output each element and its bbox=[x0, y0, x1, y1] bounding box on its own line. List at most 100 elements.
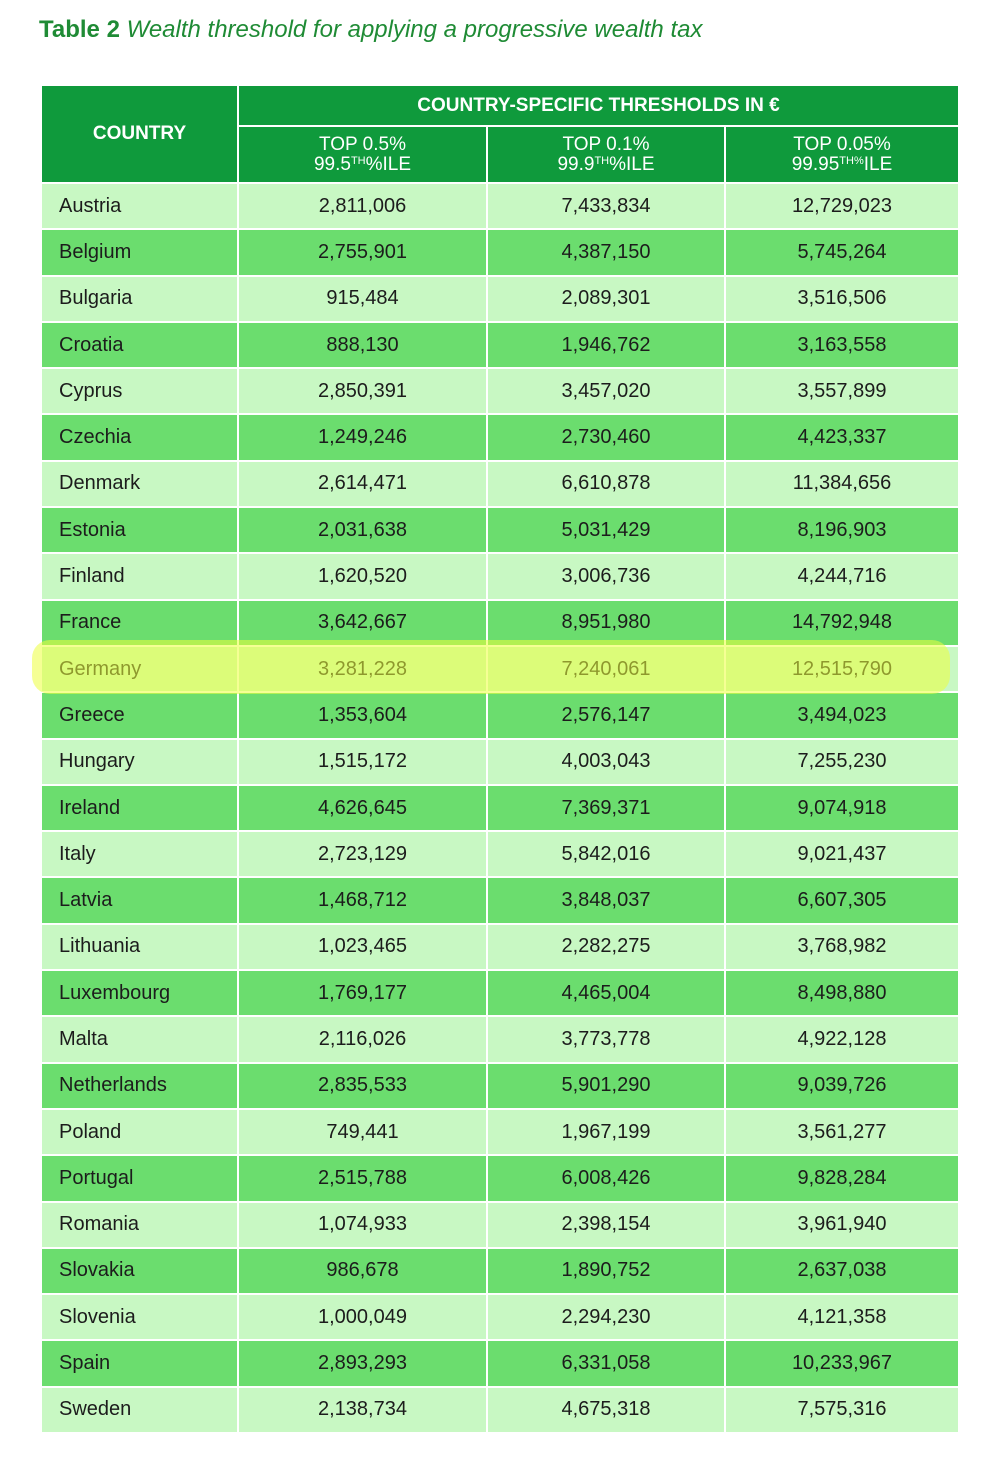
threshold-value: 749,441 bbox=[237, 1107, 488, 1157]
threshold-value: 915,484 bbox=[237, 274, 488, 323]
threshold-value: 2,089,301 bbox=[486, 274, 726, 323]
table-row: Cyprus 2,850,391 3,457,020 3,557,899 bbox=[40, 367, 960, 416]
table-row: Finland 1,620,520 3,006,736 4,244,716 bbox=[40, 552, 960, 601]
column-top: TOP 0.05% bbox=[793, 133, 891, 155]
country-name: Hungary bbox=[40, 737, 239, 786]
table-row: Croatia 888,130 1,946,762 3,163,558 bbox=[40, 320, 960, 370]
threshold-value: 1,515,172 bbox=[237, 737, 488, 786]
threshold-value: 7,369,371 bbox=[486, 783, 726, 833]
threshold-value: 6,331,058 bbox=[486, 1339, 726, 1388]
column-superscript: TH% bbox=[839, 154, 864, 167]
group-header: COUNTRY-SPECIFIC THRESHOLDS IN € bbox=[237, 84, 960, 127]
threshold-value: 1,249,246 bbox=[237, 413, 488, 462]
table-row: Malta 2,116,026 3,773,778 4,922,128 bbox=[40, 1015, 960, 1064]
threshold-value: 2,576,147 bbox=[486, 691, 726, 740]
threshold-value: 1,023,465 bbox=[237, 922, 488, 972]
threshold-value: 7,255,230 bbox=[724, 737, 960, 786]
threshold-value: 11,384,656 bbox=[724, 459, 960, 509]
threshold-value: 1,946,762 bbox=[486, 320, 726, 370]
country-name: Bulgaria bbox=[40, 274, 239, 323]
table-row: Slovakia 986,678 1,890,752 2,637,038 bbox=[40, 1246, 960, 1296]
header-row: COUNTRY COUNTRY-SPECIFIC THRESHOLDS IN € bbox=[40, 84, 960, 184]
threshold-value: 8,498,880 bbox=[724, 969, 960, 1018]
title: Table 2 Wealth threshold for applying a … bbox=[39, 16, 702, 44]
threshold-value: 4,423,337 bbox=[724, 413, 960, 462]
country-name: Lithuania bbox=[40, 922, 239, 972]
country-name: Portugal bbox=[40, 1154, 239, 1203]
threshold-value: 7,575,316 bbox=[724, 1385, 960, 1435]
country-name: Netherlands bbox=[40, 1061, 239, 1110]
threshold-value: 1,074,933 bbox=[237, 1200, 488, 1249]
threshold-value: 3,961,940 bbox=[724, 1200, 960, 1249]
country-header: COUNTRY bbox=[40, 84, 239, 184]
column-header: TOP 0.1% 99.9TH%ILE bbox=[486, 125, 726, 184]
threshold-value: 986,678 bbox=[237, 1246, 488, 1296]
column-header: TOP 0.5% 99.5TH%ILE bbox=[237, 125, 488, 184]
threshold-value: 1,769,177 bbox=[237, 969, 488, 1018]
country-name: Greece bbox=[40, 691, 239, 740]
threshold-value: 3,768,982 bbox=[724, 922, 960, 972]
threshold-value: 3,457,020 bbox=[486, 367, 726, 416]
threshold-value: 3,006,736 bbox=[486, 552, 726, 601]
column-percentile: 99.5 bbox=[313, 153, 351, 175]
threshold-value: 1,000,049 bbox=[237, 1293, 488, 1342]
threshold-value: 2,282,275 bbox=[486, 922, 726, 972]
table-row: Greece 1,353,604 2,576,147 3,494,023 bbox=[40, 691, 960, 740]
table-row: Spain 2,893,293 6,331,058 10,233,967 bbox=[40, 1339, 960, 1388]
column-percentile: 99.95 bbox=[791, 153, 840, 175]
column-suffix: ILE bbox=[863, 153, 893, 175]
threshold-value: 3,561,277 bbox=[724, 1107, 960, 1157]
column-top: TOP 0.1% bbox=[562, 133, 650, 155]
threshold-value: 8,951,980 bbox=[486, 598, 726, 647]
threshold-value: 2,755,901 bbox=[237, 228, 488, 277]
threshold-value: 2,515,788 bbox=[237, 1154, 488, 1203]
table-row: Czechia 1,249,246 2,730,460 4,423,337 bbox=[40, 413, 960, 462]
threshold-value: 8,196,903 bbox=[724, 506, 960, 555]
threshold-value: 2,398,154 bbox=[486, 1200, 726, 1249]
threshold-value: 9,039,726 bbox=[724, 1061, 960, 1110]
threshold-value: 4,244,716 bbox=[724, 552, 960, 601]
threshold-value: 2,893,293 bbox=[237, 1339, 488, 1388]
threshold-value: 2,723,129 bbox=[237, 830, 488, 879]
table-row: Slovenia 1,000,049 2,294,230 4,121,358 bbox=[40, 1293, 960, 1342]
threshold-value: 888,130 bbox=[237, 320, 488, 370]
column-top: TOP 0.5% bbox=[319, 133, 406, 155]
country-name: Croatia bbox=[40, 320, 239, 370]
threshold-value: 5,031,429 bbox=[486, 506, 726, 555]
threshold-value: 3,773,778 bbox=[486, 1015, 726, 1064]
threshold-value: 10,233,967 bbox=[724, 1339, 960, 1388]
threshold-value: 4,121,358 bbox=[724, 1293, 960, 1342]
table-row: Lithuania 1,023,465 2,282,275 3,768,982 bbox=[40, 922, 960, 972]
column-superscript: TH bbox=[594, 154, 610, 167]
threshold-value: 5,842,016 bbox=[486, 830, 726, 879]
threshold-value: 9,828,284 bbox=[724, 1154, 960, 1203]
column-superscript: TH bbox=[350, 154, 366, 167]
table-row: Italy 2,723,129 5,842,016 9,021,437 bbox=[40, 830, 960, 879]
table-row: Romania 1,074,933 2,398,154 3,961,940 bbox=[40, 1200, 960, 1249]
country-name: Germany bbox=[40, 644, 239, 694]
column-suffix: %ILE bbox=[609, 153, 655, 175]
title-text: Wealth threshold for applying a progress… bbox=[126, 16, 703, 43]
table-row: Bulgaria 915,484 2,089,301 3,516,506 bbox=[40, 274, 960, 323]
threshold-value: 2,138,734 bbox=[237, 1385, 488, 1435]
country-name: France bbox=[40, 598, 239, 647]
threshold-value: 4,626,645 bbox=[237, 783, 488, 833]
table-header: COUNTRY COUNTRY-SPECIFIC THRESHOLDS IN €… bbox=[40, 84, 960, 184]
country-name: Luxembourg bbox=[40, 969, 239, 1018]
table-row: Luxembourg 1,769,177 4,465,004 8,498,880 bbox=[40, 969, 960, 1018]
country-name: Spain bbox=[40, 1339, 239, 1388]
threshold-value: 12,515,790 bbox=[724, 644, 960, 694]
threshold-value: 3,848,037 bbox=[486, 876, 726, 925]
country-name: Malta bbox=[40, 1015, 239, 1064]
threshold-value: 1,890,752 bbox=[486, 1246, 726, 1296]
table-row: Denmark 2,614,471 6,610,878 11,384,656 bbox=[40, 459, 960, 509]
threshold-value: 12,729,023 bbox=[724, 181, 960, 231]
table-row: France 3,642,667 8,951,980 14,792,948 bbox=[40, 598, 960, 647]
threshold-value: 3,516,506 bbox=[724, 274, 960, 323]
threshold-value: 1,468,712 bbox=[237, 876, 488, 925]
country-name: Italy bbox=[40, 830, 239, 879]
threshold-value: 2,637,038 bbox=[724, 1246, 960, 1296]
table-row: Poland 749,441 1,967,199 3,561,277 bbox=[40, 1107, 960, 1157]
country-name: Estonia bbox=[40, 506, 239, 555]
threshold-value: 7,240,061 bbox=[486, 644, 726, 694]
